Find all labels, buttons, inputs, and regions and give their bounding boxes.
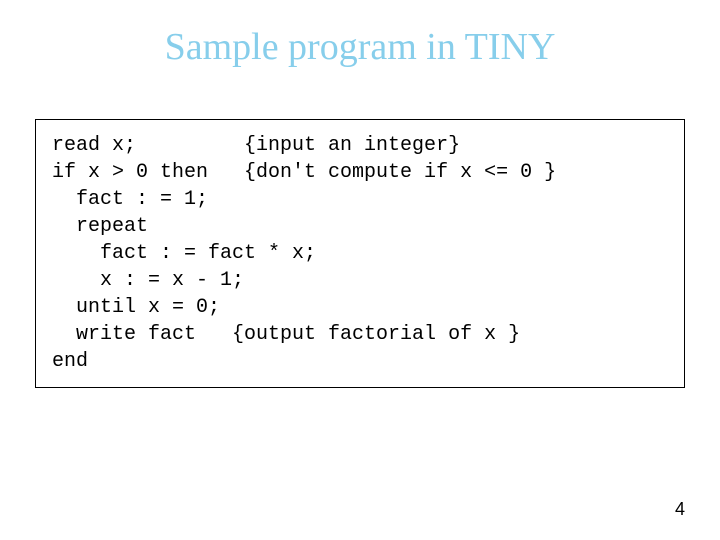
code-line: fact : = fact * x;	[52, 242, 316, 265]
code-line: x : = x - 1;	[52, 269, 244, 292]
code-line: until x = 0;	[52, 296, 220, 319]
code-line: end	[52, 350, 88, 373]
code-line: if x > 0 then {don't compute if x <= 0 }	[52, 161, 556, 184]
code-line: read x; {input an integer}	[52, 134, 460, 157]
code-block: read x; {input an integer} if x > 0 then…	[35, 119, 685, 388]
page-number: 4	[675, 499, 685, 520]
code-line: write fact {output factorial of x }	[52, 323, 520, 346]
code-line: fact : = 1;	[52, 188, 208, 211]
slide-title: Sample program in TINY	[0, 0, 720, 69]
code-line: repeat	[52, 215, 148, 238]
